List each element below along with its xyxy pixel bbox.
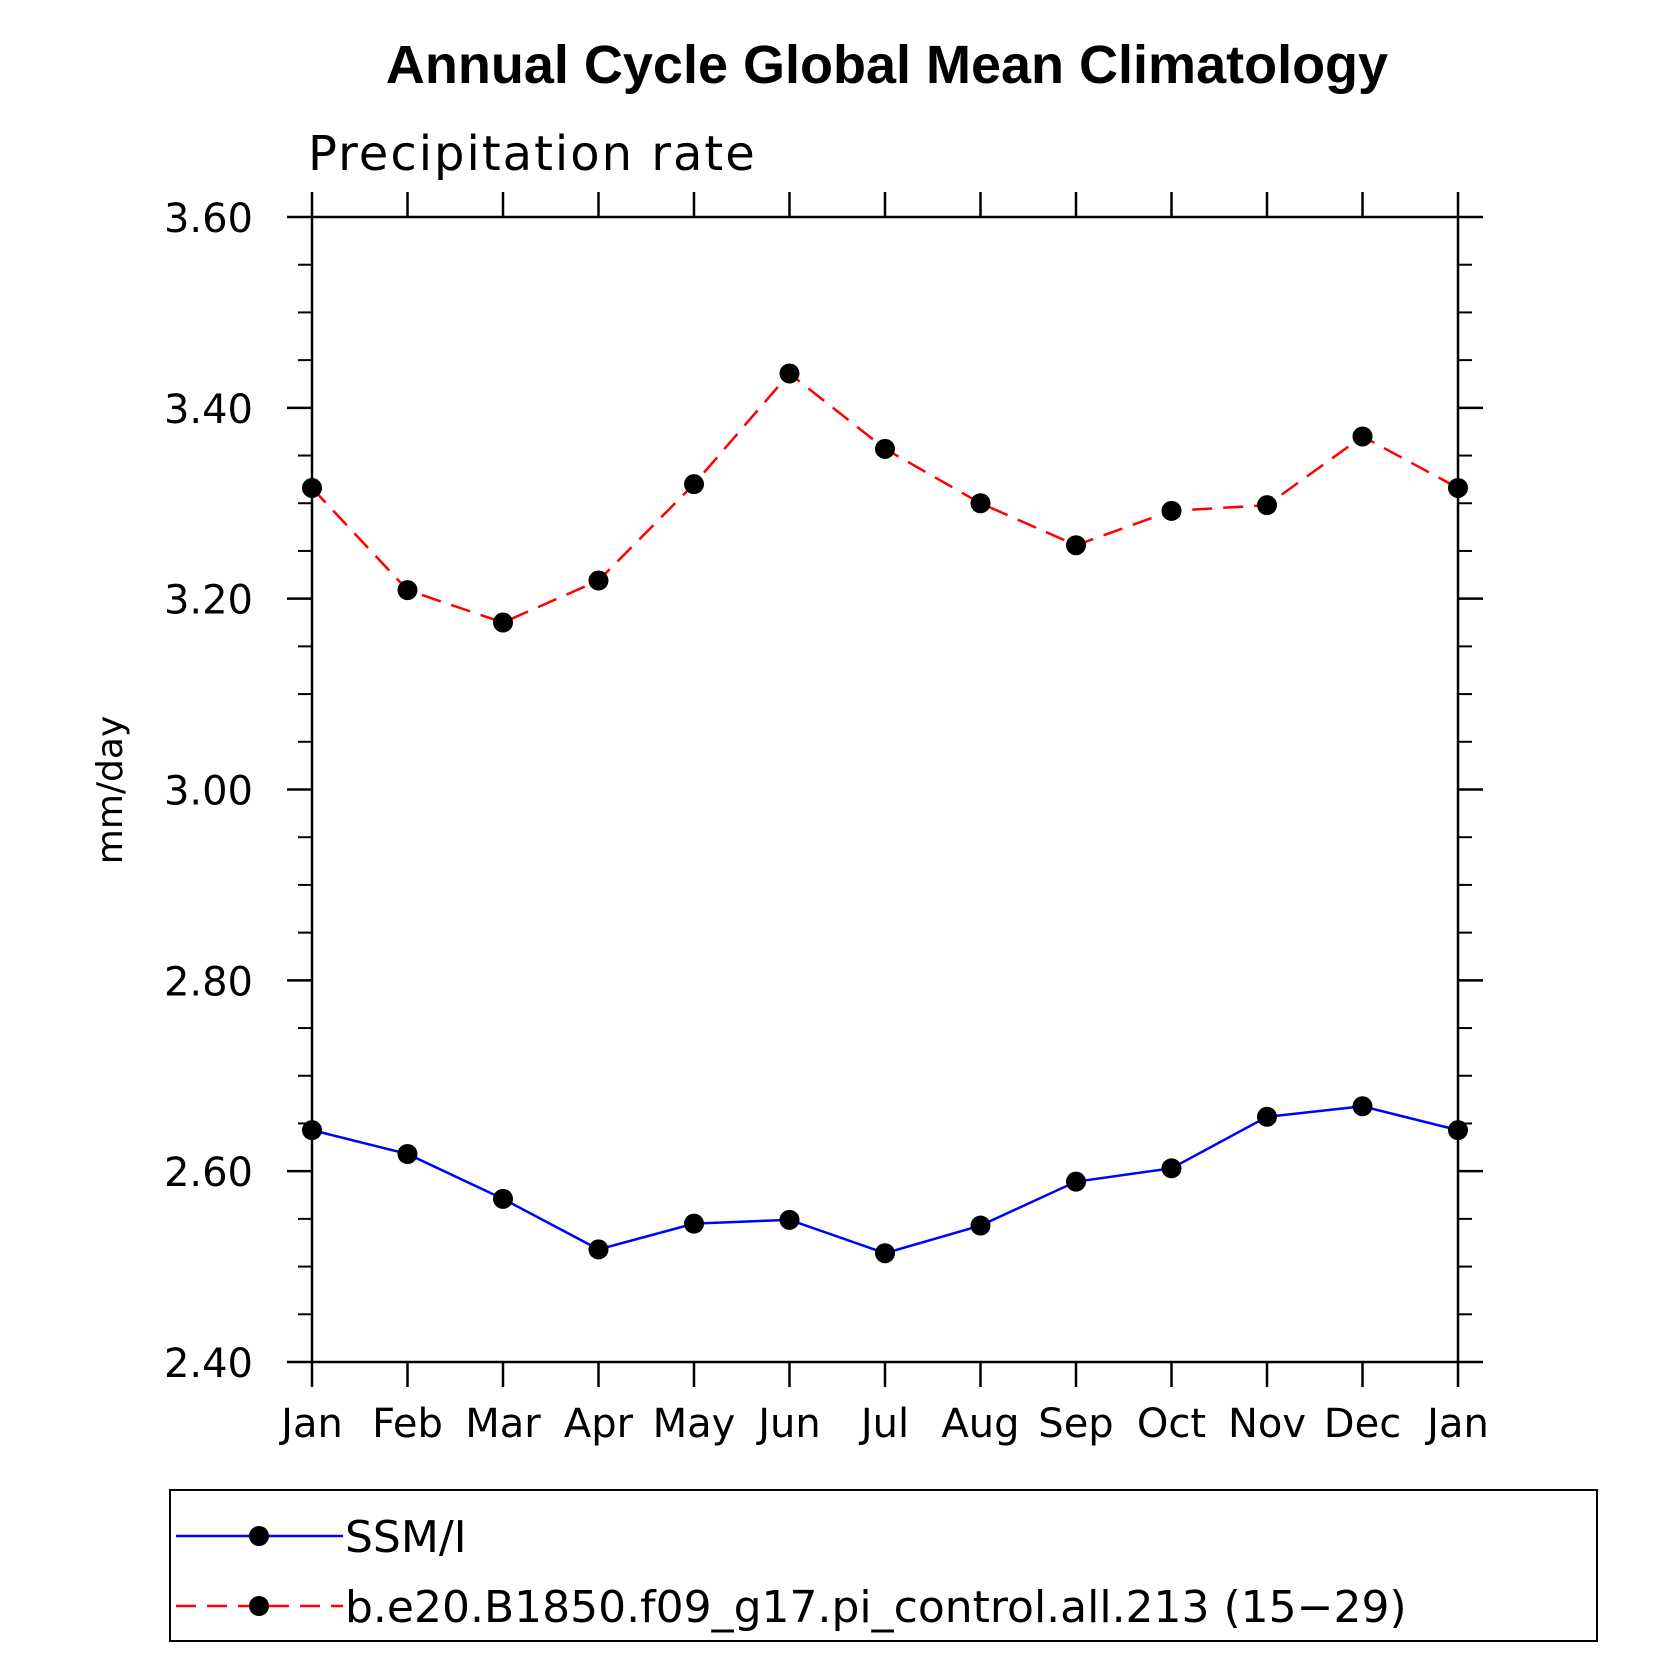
axes: Jan Feb Mar Apr May Jun Jul Aug Sep Oct Nov Dec Jan 2… [164, 192, 1489, 1447]
data-point [875, 1243, 895, 1264]
data-point [302, 477, 322, 498]
data-point [493, 1188, 513, 1209]
y-tick-label: 2.40 [164, 1341, 253, 1387]
series-1 [302, 1096, 1468, 1264]
data-point [588, 570, 609, 591]
legend-label: SSM/I [345, 1512, 467, 1563]
data-point [1161, 1158, 1182, 1179]
data-point [1448, 477, 1468, 498]
y-tick-label: 2.80 [164, 959, 253, 1005]
data-point [779, 363, 800, 384]
y-tick-label: 3.20 [164, 578, 253, 624]
x-tick-label: Jan [278, 1401, 343, 1447]
data-point [1066, 535, 1086, 556]
data-point [1448, 1120, 1468, 1141]
data-point [397, 580, 418, 601]
legend-label: b.e20.B1850.f09_g17.pi_control.all.213 (… [345, 1582, 1407, 1633]
x-tick-label: Sep [1038, 1401, 1113, 1447]
x-tick-label: Feb [372, 1401, 443, 1447]
data-point [684, 474, 704, 495]
y-tick-label: 3.60 [164, 196, 253, 242]
x-tick-label: May [653, 1401, 736, 1447]
data-point [1257, 1106, 1277, 1127]
x-tick-label: Dec [1324, 1401, 1401, 1447]
x-tick-label: Aug [941, 1401, 1019, 1447]
data-point [684, 1213, 704, 1234]
chart-title: Annual Cycle Global Mean Climatology [386, 35, 1388, 95]
legend-marker [249, 1526, 269, 1546]
x-tick-label: Apr [564, 1401, 634, 1447]
data-point [875, 438, 895, 459]
legend: SSM/I b.e20.B1850.f09_g17.pi_control.all.… [169, 1489, 1598, 1642]
data-point [1257, 495, 1277, 516]
data-point [302, 1120, 322, 1141]
x-tick-label: Oct [1137, 1401, 1206, 1447]
data-point [1352, 426, 1373, 447]
y-axis-label: mm/day [90, 716, 131, 864]
x-tick-label: Jun [755, 1401, 821, 1447]
x-tick-label: Jan [1424, 1401, 1489, 1447]
x-tick-label: Nov [1228, 1401, 1306, 1447]
data-point [970, 493, 991, 514]
data-point [588, 1239, 609, 1260]
data-point [970, 1215, 991, 1236]
data-point [779, 1209, 800, 1230]
data-point [397, 1143, 418, 1164]
x-tick-label: Jul [858, 1401, 909, 1447]
legend-box [169, 1489, 1598, 1642]
y-tick-label: 3.40 [164, 387, 253, 433]
x-tick-label: Mar [465, 1401, 541, 1447]
series-layer [302, 363, 1468, 1264]
data-point [1352, 1096, 1373, 1117]
data-point [1161, 500, 1182, 521]
y-tick-label: 2.60 [164, 1150, 253, 1196]
series-2 [302, 363, 1468, 633]
series-line [311, 371, 1459, 624]
series-line [311, 1105, 1459, 1255]
data-point [493, 612, 513, 633]
y-tick-label: 3.00 [164, 769, 253, 815]
legend-marker [249, 1596, 269, 1616]
chart-subtitle: Precipitation rate [308, 126, 757, 182]
data-point [1066, 1171, 1086, 1192]
